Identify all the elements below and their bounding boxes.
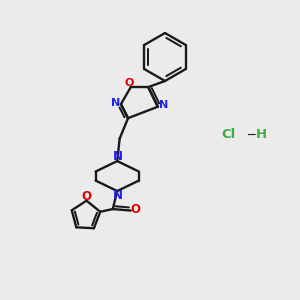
Text: N: N [113,150,123,164]
Text: Cl: Cl [221,128,235,142]
Text: N: N [111,98,120,108]
Text: N: N [113,189,123,202]
Text: H: H [255,128,267,142]
Text: O: O [130,202,140,216]
Text: ─: ─ [247,128,254,142]
Text: O: O [125,79,134,88]
Text: O: O [81,190,91,203]
Text: N: N [159,100,168,110]
